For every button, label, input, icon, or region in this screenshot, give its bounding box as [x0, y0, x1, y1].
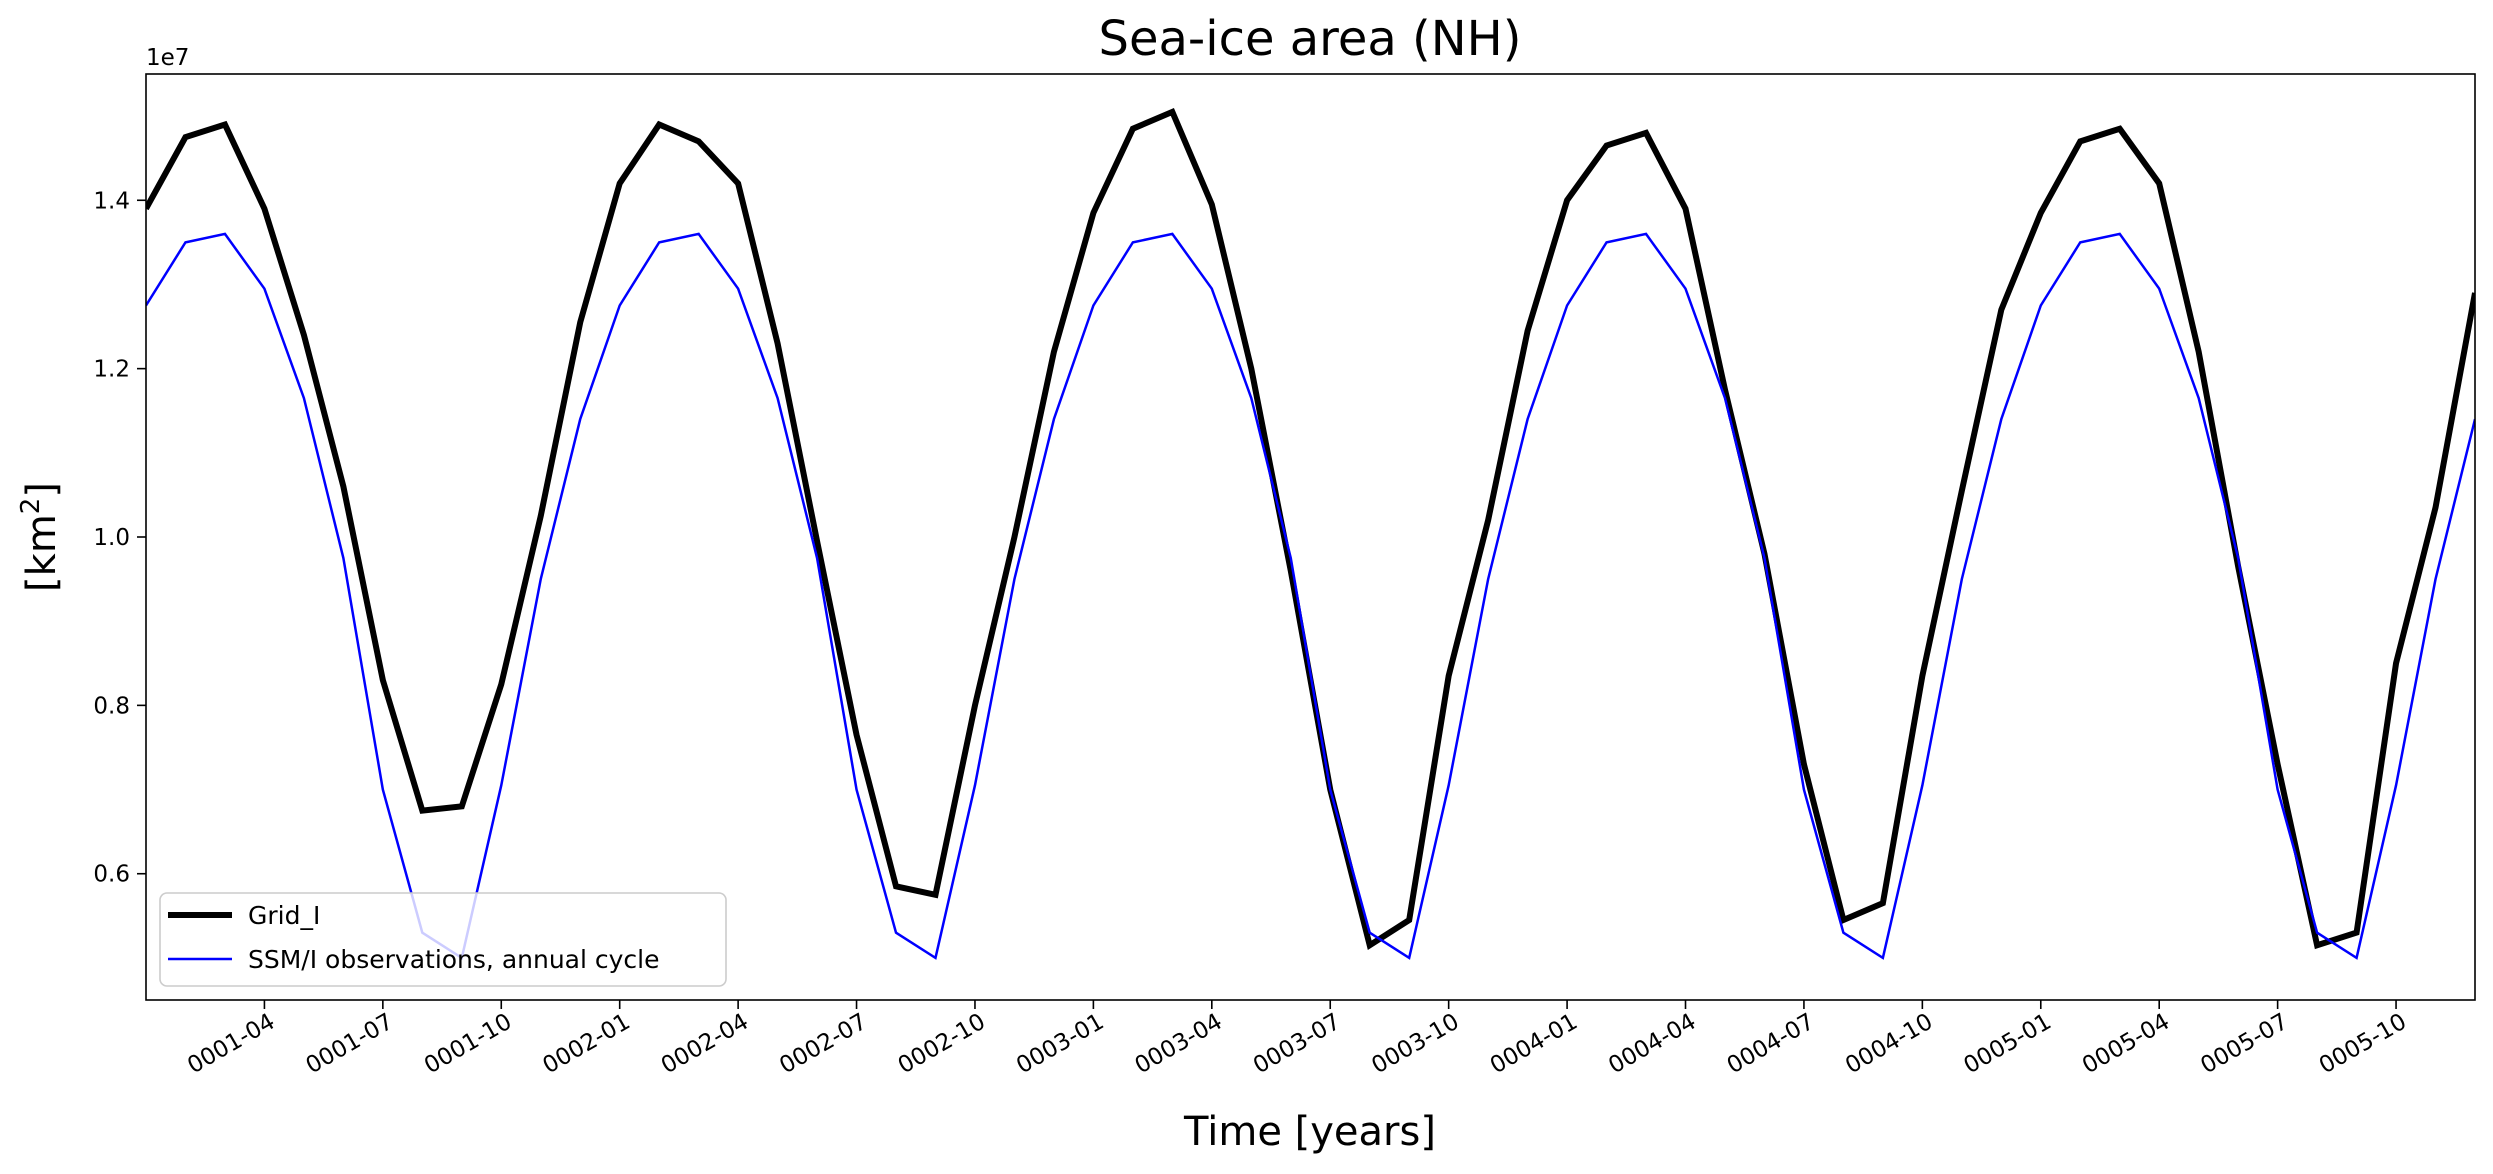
legend-box [159, 892, 727, 987]
y-axis-title-superscript: 2 [16, 498, 46, 515]
series-line-ssmi [146, 232, 2475, 960]
y-axis-title-close: ] [19, 482, 65, 498]
y-tick-label: 1.4 [93, 188, 130, 214]
chart-title: Sea-ice area (NH) [1099, 11, 1522, 67]
series-layer [146, 107, 2475, 960]
x-axis-title: Time [years] [1183, 1109, 1436, 1155]
y-tick-label: 0.8 [93, 693, 130, 719]
legend: Grid_I SSM/I observations, annual cycle [159, 892, 727, 987]
y-axis-title-main: [km [19, 514, 65, 592]
legend-label-grid-i: Grid_I [248, 901, 320, 930]
y-offset-label: 1e7 [146, 45, 189, 71]
y-axis-title: [km2] [16, 482, 65, 592]
y-axis: 0.6 0.8 1.0 1.2 1.4 [93, 188, 146, 888]
y-tick-label: 1.0 [93, 525, 130, 551]
y-tick-label: 1.2 [93, 357, 130, 383]
legend-label-ssmi: SSM/I observations, annual cycle [248, 945, 660, 974]
y-tick-label: 0.6 [93, 862, 130, 888]
